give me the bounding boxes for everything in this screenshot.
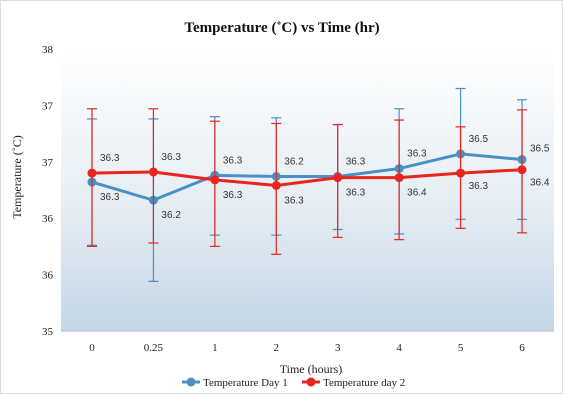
x-axis-title: Time (hours) xyxy=(280,362,343,376)
data-label-day1: 36.3 xyxy=(100,192,120,203)
data-label-day2: 36.4 xyxy=(530,178,550,189)
x-tick-label: 6 xyxy=(519,342,525,354)
data-label-day2: 36.3 xyxy=(100,153,120,164)
data-label-day1: 36.3 xyxy=(223,190,243,201)
data-point xyxy=(148,167,158,177)
x-tick-label: 0 xyxy=(89,342,95,354)
y-axis-title: Temperature (˚C) xyxy=(10,135,24,218)
legend-marker-day1-dot xyxy=(186,377,196,387)
data-label-day1: 36.4 xyxy=(407,188,427,199)
y-tick-label: 36 xyxy=(42,213,54,225)
x-tick-label: 5 xyxy=(458,342,464,354)
y-axis-ticks: 38 37 37 36 36 35 xyxy=(42,44,54,338)
x-tick-label: 4 xyxy=(396,342,402,354)
y-tick-label: 35 xyxy=(42,326,54,338)
data-label-day2: 36.3 xyxy=(346,156,366,167)
y-tick-label: 38 xyxy=(42,44,54,56)
data-point xyxy=(333,173,343,183)
data-point xyxy=(394,173,404,183)
y-tick-label: 37 xyxy=(42,100,54,112)
data-label-day2: 36.3 xyxy=(161,152,181,163)
data-label-day2: 36.2 xyxy=(284,156,304,167)
x-tick-label: 1 xyxy=(212,342,218,354)
data-label-day2: 36.3 xyxy=(223,155,243,166)
error-bar xyxy=(87,108,97,247)
data-point xyxy=(210,175,220,185)
legend: Temperature Day 1 Temperature day 2 xyxy=(182,377,405,389)
x-tick-label: 0.25 xyxy=(144,342,164,354)
y-tick-label: 37 xyxy=(42,157,54,169)
data-label-day2: 36.3 xyxy=(407,149,427,160)
error-bar xyxy=(455,126,466,229)
data-label-day1: 36.5 xyxy=(469,134,489,145)
data-point xyxy=(271,180,281,190)
data-label-day1: 36.3 xyxy=(346,188,366,199)
data-point xyxy=(456,168,466,178)
data-label-day1: 36.5 xyxy=(530,144,550,155)
x-tick-label: 2 xyxy=(274,342,280,354)
series-line xyxy=(91,152,523,202)
legend-label-day1: Temperature Day 1 xyxy=(203,377,288,389)
legend-label-day2: Temperature day 2 xyxy=(323,377,405,389)
data-point xyxy=(517,165,527,175)
data-label-day1: 36.2 xyxy=(161,210,181,221)
legend-marker-day2-dot xyxy=(306,377,316,387)
data-label-day1: 36.3 xyxy=(284,195,304,206)
data-point xyxy=(87,168,97,178)
series-2 xyxy=(87,108,527,255)
y-tick-label: 36 xyxy=(42,270,54,282)
plot-area xyxy=(61,49,554,331)
x-tick-label: 3 xyxy=(335,342,341,354)
data-labels: 36.3 36.2 36.3 36.3 36.3 36.4 36.5 36.5 36.3 36.3… xyxy=(100,134,550,221)
series-line xyxy=(91,168,523,187)
chart-title: Temperature (˚C) vs Time (hr) xyxy=(184,20,379,36)
data-label-day2: 36.3 xyxy=(469,181,489,192)
series-layer: 36.3 36.2 36.3 36.3 36.3 36.4 36.5 36.5 36.3 36.3… xyxy=(87,87,550,282)
x-axis-ticks: 0 0.25 1 2 3 4 5 6 xyxy=(89,342,525,354)
